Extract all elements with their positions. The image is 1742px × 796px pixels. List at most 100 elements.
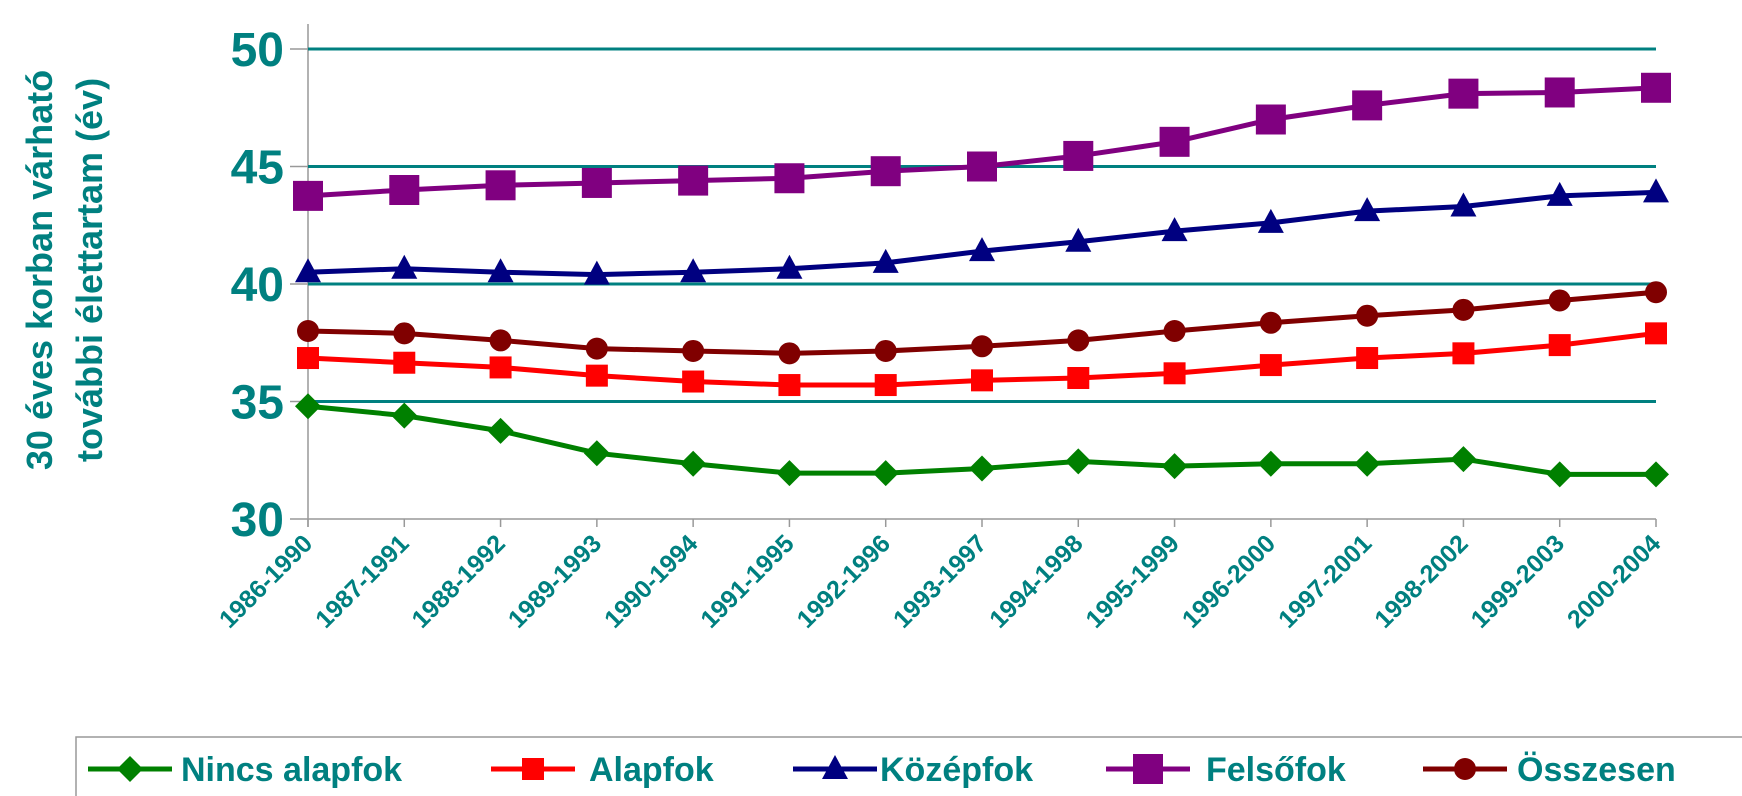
data-point <box>1546 181 1573 206</box>
x-tick-label: 1988-1992 <box>406 529 510 633</box>
data-point <box>971 369 993 392</box>
data-point <box>1450 446 1477 473</box>
data-point <box>393 322 416 345</box>
data-point <box>1546 461 1573 488</box>
data-point <box>874 339 897 362</box>
data-point <box>1354 450 1381 477</box>
legend-label: Nincs alapfok <box>181 751 402 789</box>
data-point <box>295 393 321 420</box>
data-point <box>967 151 997 182</box>
data-point <box>1356 304 1379 327</box>
data-point <box>1544 77 1575 108</box>
data-point <box>1452 342 1475 365</box>
data-point <box>585 364 608 387</box>
data-point <box>680 258 707 283</box>
data-point <box>1548 334 1571 357</box>
x-tick-label: 1995-1999 <box>1080 529 1184 633</box>
data-point <box>583 440 610 467</box>
data-point <box>1452 298 1475 321</box>
x-tick-label: 1994-1998 <box>984 529 1088 633</box>
data-point <box>487 417 514 444</box>
data-point <box>1063 140 1094 171</box>
data-point <box>1067 367 1090 389</box>
legend-marker <box>522 758 544 780</box>
x-tick-label: 2000-2004 <box>1562 529 1666 633</box>
x-tick-label: 1996-2000 <box>1177 529 1281 633</box>
data-point <box>678 165 709 196</box>
data-point <box>391 254 418 279</box>
data-point <box>583 260 610 285</box>
data-point <box>585 337 608 360</box>
data-point <box>1259 311 1282 334</box>
data-point <box>1161 453 1188 480</box>
x-tick-label: 1993-1997 <box>888 529 992 633</box>
data-point <box>1354 197 1381 222</box>
data-point <box>1448 78 1479 109</box>
data-point <box>489 356 512 379</box>
data-point <box>581 167 612 198</box>
data-point <box>1255 104 1286 135</box>
data-point <box>391 402 418 429</box>
data-point <box>1643 461 1669 488</box>
data-point <box>1352 90 1383 121</box>
data-point <box>1163 320 1186 342</box>
data-point <box>1159 126 1190 157</box>
data-point <box>1065 227 1092 252</box>
legend-marker <box>1133 754 1163 784</box>
y-axis-label: 30 éves korban várható <box>19 70 60 470</box>
data-point <box>1259 354 1282 377</box>
data-point <box>487 258 514 283</box>
data-point <box>1067 329 1090 352</box>
data-point <box>1161 217 1188 242</box>
legend-marker <box>1454 758 1476 780</box>
data-point <box>297 320 319 342</box>
data-point <box>1065 448 1092 475</box>
data-point <box>1163 362 1186 385</box>
x-tick-label: 1997-2001 <box>1273 529 1377 633</box>
data-point <box>870 156 901 187</box>
data-point <box>295 258 321 283</box>
data-point <box>389 175 420 205</box>
data-point <box>778 342 801 365</box>
data-point <box>1643 178 1669 203</box>
data-point <box>1645 281 1667 304</box>
legend-label: Összesen <box>1517 751 1676 789</box>
x-tick-label: 1998-2002 <box>1369 529 1473 633</box>
data-point <box>1548 289 1571 312</box>
data-point <box>1356 347 1379 370</box>
x-tick-label: 1992-1996 <box>792 529 896 633</box>
legend-label: Alapfok <box>589 751 714 789</box>
data-point <box>969 455 995 482</box>
data-point <box>1450 192 1477 217</box>
x-tick-label: 1987-1991 <box>310 529 414 633</box>
y-tick-label: 30 <box>231 494 284 547</box>
series-line <box>307 189 1657 278</box>
y-tick-label: 50 <box>231 24 284 77</box>
data-point <box>776 460 803 487</box>
y-tick-label: 40 <box>231 259 284 312</box>
x-tick-label: 1989-1993 <box>503 529 607 633</box>
legend-label: Felsőfok <box>1206 751 1346 789</box>
x-tick-label: 1999-2003 <box>1466 529 1570 633</box>
data-point <box>776 254 803 279</box>
data-point <box>778 374 801 397</box>
legend-marker <box>117 756 143 782</box>
data-point <box>872 460 899 487</box>
data-point <box>969 237 995 262</box>
data-point <box>485 170 516 201</box>
legend-label: Középfok <box>880 751 1033 789</box>
data-point <box>680 450 707 477</box>
legend-box <box>75 736 1742 796</box>
x-tick-label: 1991-1995 <box>695 529 799 633</box>
data-point <box>872 248 899 273</box>
data-point <box>682 370 705 393</box>
x-tick-label: 1990-1994 <box>599 529 703 633</box>
y-tick-label: 35 <box>231 377 284 430</box>
data-point <box>971 335 993 358</box>
data-point <box>393 351 416 374</box>
data-point <box>297 347 319 370</box>
data-point <box>489 329 512 352</box>
data-point <box>1257 208 1284 233</box>
data-point <box>774 163 805 194</box>
